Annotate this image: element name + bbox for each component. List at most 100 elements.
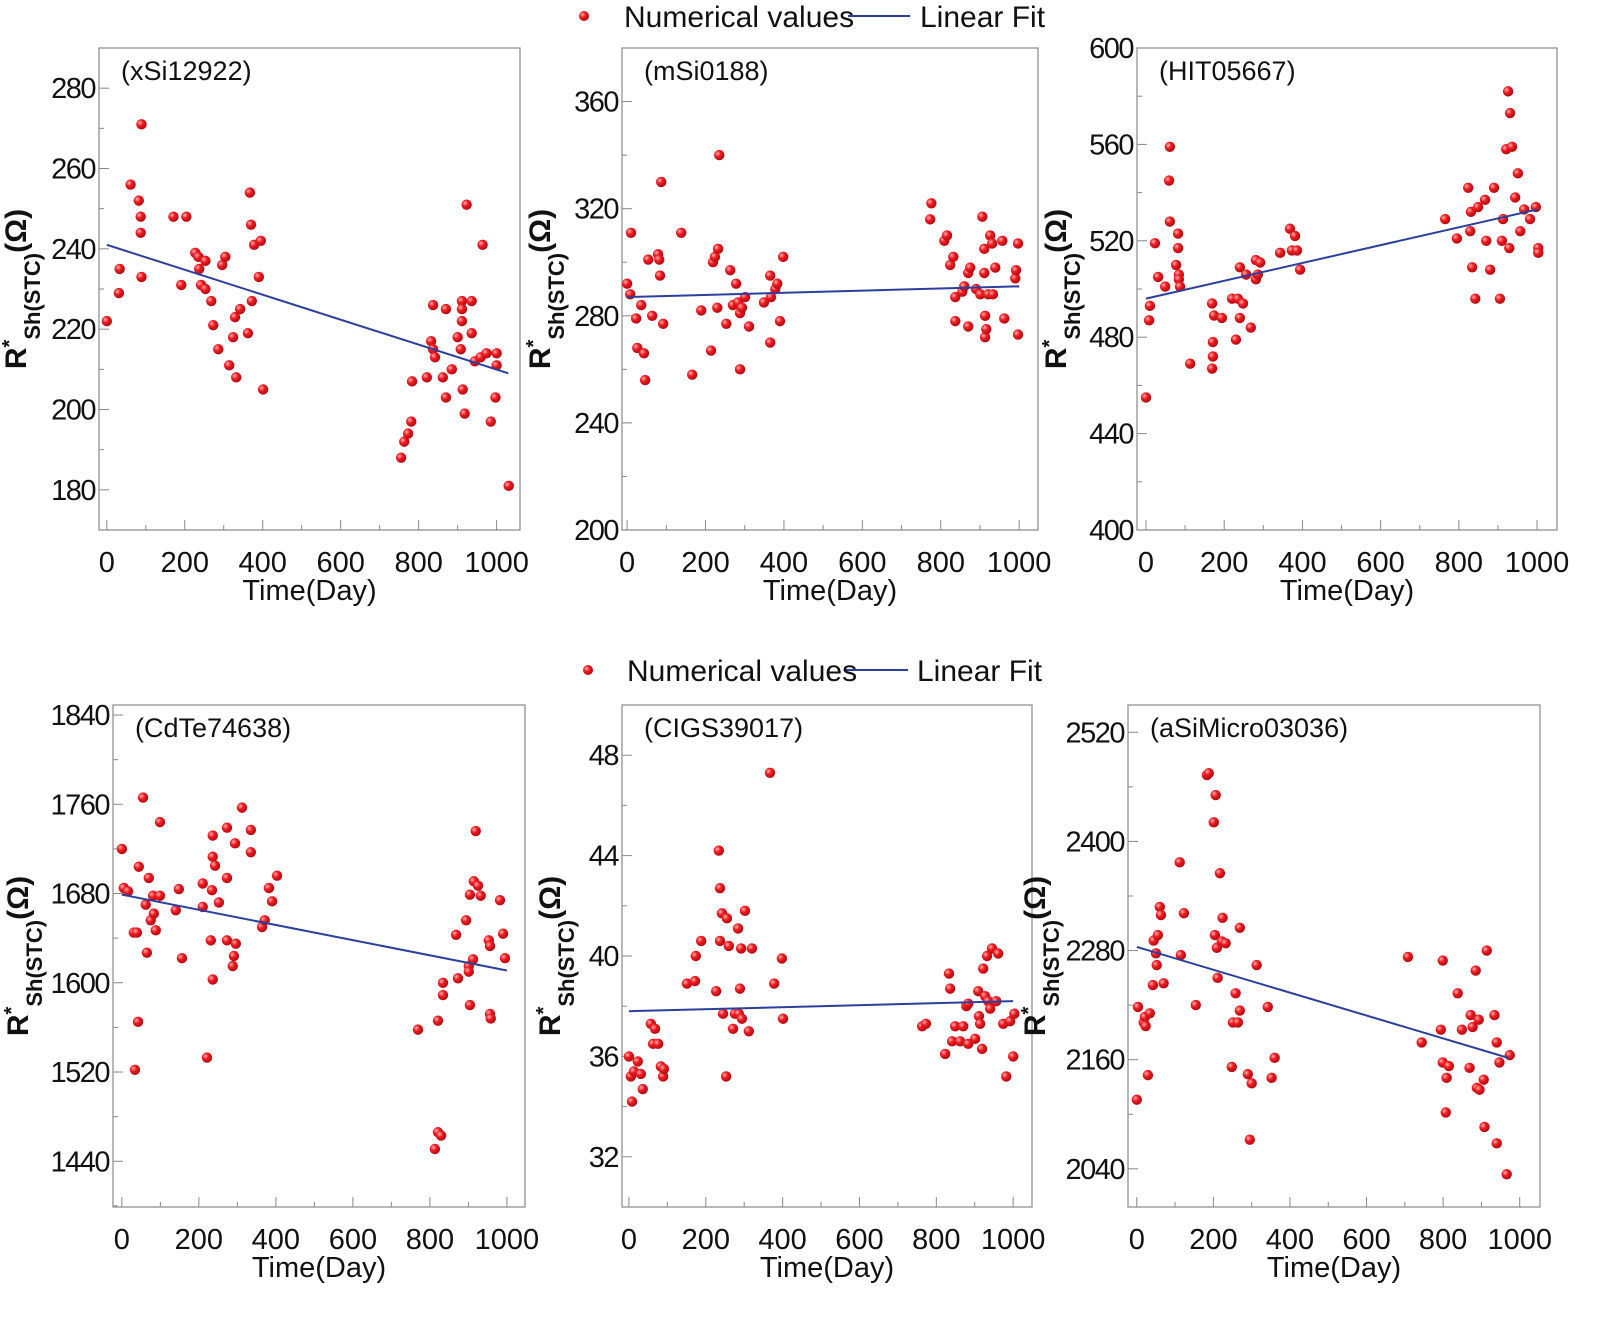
x-tick-label: 600 [835,1224,883,1256]
data-point [632,1056,643,1067]
data-point [730,278,742,289]
data-point [736,302,748,313]
data-point [979,332,991,343]
data-point [131,927,143,938]
data-point [764,767,776,778]
data-point [720,1071,732,1082]
data-point [739,905,751,917]
data-point [125,179,136,190]
data-point [1245,322,1256,333]
y-axis-label-sub: Sh(STC) [1039,920,1064,1007]
data-point [456,303,468,315]
x-tick-label: 400 [239,547,287,579]
y-tick-label: 400 [1089,515,1133,547]
data-point [1009,1008,1020,1019]
data-point [984,230,996,241]
data-point [649,1023,661,1034]
data-point [197,878,208,889]
data-point [638,348,650,359]
data-point [140,899,151,910]
data-point [168,211,179,222]
data-point [1479,1121,1490,1133]
legend-line-label: Linear Fit [917,655,1043,688]
y-axis-label-sup: * [1018,1006,1040,1014]
data-point [1237,298,1249,309]
data-point [969,1033,981,1045]
y-axis-label-sup: * [533,1006,555,1014]
data-point [924,214,936,225]
y-axis-label-unit: (Ω) [0,209,33,253]
data-point [229,838,241,849]
data-point [402,428,414,439]
data-point [494,895,506,906]
data-point [958,1021,969,1032]
linear-fit-line [1145,208,1538,300]
data-point [1140,1020,1151,1032]
linear-fit-line [106,243,509,375]
data-point [976,1043,988,1055]
data-point [437,989,449,1001]
data-point [1481,945,1492,956]
data-point [200,283,211,295]
data-point [686,369,698,380]
data-point [206,884,218,896]
data-point [1234,262,1246,273]
data-point [464,889,476,900]
panel-title: (mSi0188) [644,56,769,86]
x-axis-label: Time(Day) [763,575,897,607]
y-axis-label-unit: (Ω) [1040,209,1073,253]
data-point [1269,1052,1280,1064]
data-point [1452,988,1463,999]
plot-frame [621,47,1039,531]
data-point [437,372,449,383]
data-point [220,251,231,263]
y-axis-label-sub: Sh(STC) [20,253,45,340]
panel-title: (aSiMicro03036) [1150,713,1348,743]
data-point [1467,1021,1478,1033]
data-point [1496,235,1508,246]
data-point [689,975,701,987]
data-point [696,305,707,316]
data-point [271,870,283,881]
data-point [1230,988,1241,999]
data-point [946,1036,958,1047]
data-points [101,119,514,492]
data-point [1440,1107,1452,1118]
data-point [463,966,474,977]
data-point [621,278,633,289]
x-tick-label: 800 [394,547,442,579]
data-point [1163,175,1175,186]
data-point [173,883,185,895]
data-point [461,199,472,210]
data-point [625,289,636,300]
x-tick-label: 400 [252,1224,300,1256]
data-point [236,802,248,813]
y-tick-label: 280 [574,301,618,333]
data-point [1502,86,1514,97]
y-tick-label: 600 [1089,33,1133,65]
data-point [768,978,780,989]
data-point [460,915,472,926]
data-point [255,235,266,246]
x-tick-label: 800 [917,547,965,579]
data-point [625,227,637,238]
data-point [497,928,509,939]
data-point [1234,922,1246,934]
x-axis-label: Time(Day) [760,1252,894,1284]
data-point [1010,273,1021,284]
data-point [964,262,976,273]
data-point [452,332,463,343]
data-point [974,1018,986,1029]
y-axis-label-unit: (Ω) [534,876,567,920]
y-tick-label: 240 [51,234,95,266]
data-point [1509,192,1521,203]
data-point [1494,1057,1505,1068]
data-point [477,239,488,251]
x-tick-label: 400 [760,547,808,579]
data-point [457,384,468,395]
data-point [464,999,476,1011]
data-point [467,954,479,965]
data-point [1154,901,1165,913]
x-tick-label: 600 [838,547,886,579]
y-axis-label-sub: Sh(STC) [554,920,579,1007]
